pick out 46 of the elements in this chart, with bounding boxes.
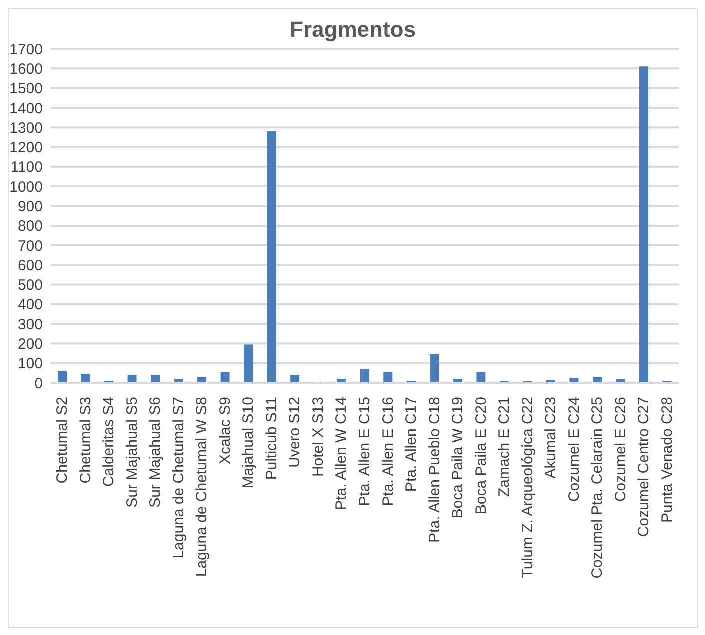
y-tick-label: 200 <box>18 336 43 354</box>
chart-title: Fragmentos <box>289 16 417 43</box>
y-tick-label: 1600 <box>10 60 43 78</box>
x-tick-label: Pta. Allen E C16 <box>380 397 397 506</box>
y-tick-label: 1700 <box>10 41 43 58</box>
x-tick-label: Xcalac S9 <box>216 397 234 465</box>
x-tick-label: Boca Paila E C20 <box>472 397 490 515</box>
x-tick-label: Sur Majahual S6 <box>147 397 164 508</box>
y-tick-label: 100 <box>18 356 43 373</box>
x-tick-label: Sur Majahual S5 <box>124 397 141 508</box>
y-tick-label: 1000 <box>10 178 43 196</box>
y-tick-label: 600 <box>18 257 43 274</box>
x-tick-label: Tulum Z. Arqueológica C22 <box>519 397 536 578</box>
x-tick-label: Cozumel Pta. Celarain C25 <box>589 397 606 579</box>
x-tick-label: Cozumel E C24 <box>566 397 583 502</box>
x-tick-label: Punta Venado C28 <box>658 397 676 523</box>
x-tick-label: Calderitas S4 <box>100 397 118 488</box>
x-tick-label: Boca Paila W C19 <box>450 397 467 519</box>
y-tick-label: 0 <box>34 375 43 392</box>
x-tick-label: Cozumel E C26 <box>612 397 630 502</box>
y-tick-label: 700 <box>18 238 43 255</box>
x-tick-label: Cozumel Centro C27 <box>636 397 653 538</box>
x-tick-label: Pulticub S11 <box>263 397 280 480</box>
y-tick-label: 1200 <box>10 140 43 157</box>
x-tick-label: Pta. Allen E C15 <box>356 397 374 506</box>
y-tick-label: 400 <box>18 296 43 314</box>
x-tick-label: Chetumal S2 <box>54 397 72 484</box>
x-tick-label: Pta. Allen Pueblo C18 <box>426 397 444 543</box>
x-tick-label: Chetumal S3 <box>77 397 94 484</box>
y-tick-label: 1400 <box>10 100 43 118</box>
x-tick-label: Zamach E C21 <box>496 397 514 498</box>
x-tick-label: Pta. Allen W C14 <box>333 397 350 510</box>
y-tick-label: 1300 <box>10 120 43 137</box>
x-tick-label: Uvero S12 <box>286 397 304 468</box>
x-tick-label: Majahual S10 <box>240 397 258 489</box>
x-tick-label: Laguna de Chetumal W S8 <box>194 397 211 578</box>
y-tick-label: 500 <box>18 277 43 294</box>
x-tick-label: Akumal C23 <box>542 397 560 479</box>
x-tick-label: Hotel X S13 <box>310 397 327 478</box>
y-tick-label: 300 <box>18 316 43 334</box>
y-tick-label: 1100 <box>10 159 43 176</box>
x-tick-label: Laguna de Chetumal S7 <box>170 397 188 559</box>
y-tick-label: 900 <box>18 198 43 216</box>
y-tick-label: 1500 <box>10 80 43 98</box>
x-tick-label: Pta. Allen C17 <box>403 397 420 492</box>
y-tick-label: 800 <box>18 218 43 236</box>
